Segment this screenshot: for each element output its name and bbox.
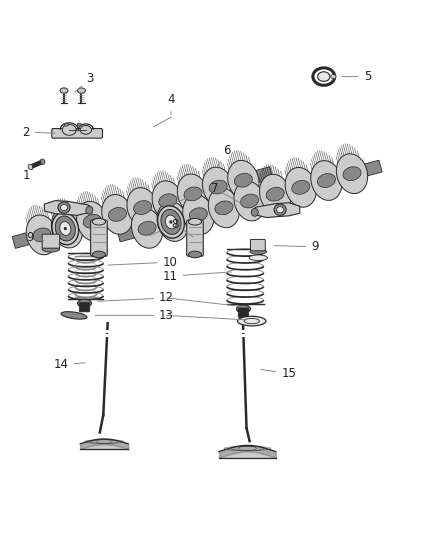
Ellipse shape: [177, 174, 208, 214]
Ellipse shape: [234, 181, 265, 221]
Ellipse shape: [209, 180, 227, 194]
Text: 11: 11: [162, 270, 232, 282]
Ellipse shape: [40, 159, 45, 165]
Ellipse shape: [161, 209, 181, 235]
Polygon shape: [44, 200, 92, 215]
Ellipse shape: [108, 207, 127, 221]
Ellipse shape: [58, 202, 70, 213]
Ellipse shape: [51, 208, 83, 248]
Ellipse shape: [92, 219, 106, 225]
Polygon shape: [117, 160, 382, 242]
Ellipse shape: [188, 219, 201, 225]
FancyBboxPatch shape: [91, 220, 107, 256]
Ellipse shape: [55, 216, 75, 241]
Ellipse shape: [26, 215, 57, 255]
FancyBboxPatch shape: [187, 220, 203, 256]
Ellipse shape: [331, 75, 336, 79]
Ellipse shape: [102, 195, 133, 235]
Text: 15: 15: [261, 367, 296, 380]
Ellipse shape: [251, 208, 258, 216]
Ellipse shape: [166, 215, 177, 229]
Ellipse shape: [157, 201, 188, 241]
Ellipse shape: [202, 167, 234, 207]
Polygon shape: [12, 167, 273, 248]
Text: 13: 13: [95, 309, 174, 322]
Ellipse shape: [164, 215, 182, 229]
Ellipse shape: [77, 123, 81, 126]
Ellipse shape: [58, 221, 76, 235]
Ellipse shape: [318, 72, 330, 82]
Ellipse shape: [86, 206, 93, 214]
Text: 4: 4: [167, 93, 175, 115]
Ellipse shape: [77, 201, 108, 241]
Ellipse shape: [159, 194, 177, 208]
FancyBboxPatch shape: [42, 234, 60, 248]
Ellipse shape: [336, 154, 367, 193]
Ellipse shape: [52, 212, 79, 245]
Ellipse shape: [292, 181, 310, 194]
Ellipse shape: [237, 305, 251, 313]
Ellipse shape: [61, 312, 87, 319]
FancyBboxPatch shape: [251, 239, 265, 251]
Ellipse shape: [42, 246, 60, 252]
Ellipse shape: [33, 228, 51, 242]
Ellipse shape: [183, 195, 214, 235]
FancyBboxPatch shape: [52, 128, 102, 138]
Text: 5: 5: [342, 70, 371, 83]
Text: 12: 12: [98, 292, 174, 304]
Ellipse shape: [158, 206, 184, 238]
Ellipse shape: [78, 88, 85, 93]
Ellipse shape: [60, 222, 71, 236]
Ellipse shape: [318, 174, 336, 188]
Ellipse shape: [64, 227, 67, 230]
Ellipse shape: [249, 255, 268, 261]
Ellipse shape: [285, 167, 316, 207]
Ellipse shape: [311, 160, 342, 200]
Text: 7: 7: [169, 182, 219, 205]
Ellipse shape: [260, 174, 291, 214]
Ellipse shape: [60, 88, 68, 93]
Ellipse shape: [234, 173, 252, 187]
Text: 9: 9: [274, 240, 319, 253]
Ellipse shape: [266, 187, 284, 201]
Ellipse shape: [343, 167, 361, 181]
Ellipse shape: [152, 181, 184, 221]
Ellipse shape: [131, 208, 163, 248]
Ellipse shape: [28, 164, 33, 169]
Ellipse shape: [228, 160, 259, 200]
Ellipse shape: [80, 125, 92, 134]
Ellipse shape: [127, 188, 158, 228]
Ellipse shape: [134, 200, 152, 214]
Ellipse shape: [83, 214, 101, 228]
Ellipse shape: [138, 221, 156, 235]
Ellipse shape: [277, 207, 284, 213]
Text: 14: 14: [53, 358, 85, 372]
Text: 10: 10: [108, 256, 177, 269]
Ellipse shape: [250, 249, 267, 254]
FancyBboxPatch shape: [238, 308, 249, 318]
FancyBboxPatch shape: [79, 302, 90, 312]
Polygon shape: [252, 203, 300, 217]
Ellipse shape: [188, 251, 201, 258]
Ellipse shape: [64, 123, 68, 126]
Ellipse shape: [170, 221, 172, 223]
Text: 1: 1: [22, 169, 33, 182]
Ellipse shape: [215, 201, 233, 215]
Text: 3: 3: [75, 72, 94, 92]
Text: 2: 2: [22, 126, 55, 139]
Text: 6: 6: [218, 144, 231, 166]
Ellipse shape: [60, 205, 67, 211]
Ellipse shape: [78, 299, 92, 307]
Ellipse shape: [62, 124, 76, 135]
Ellipse shape: [184, 187, 202, 201]
Ellipse shape: [240, 194, 258, 208]
Text: 9: 9: [27, 231, 44, 244]
Ellipse shape: [274, 204, 286, 215]
Text: 8: 8: [149, 218, 179, 236]
Ellipse shape: [237, 316, 266, 326]
Ellipse shape: [189, 208, 207, 222]
Ellipse shape: [208, 188, 240, 228]
Ellipse shape: [244, 318, 259, 324]
Ellipse shape: [92, 251, 106, 258]
